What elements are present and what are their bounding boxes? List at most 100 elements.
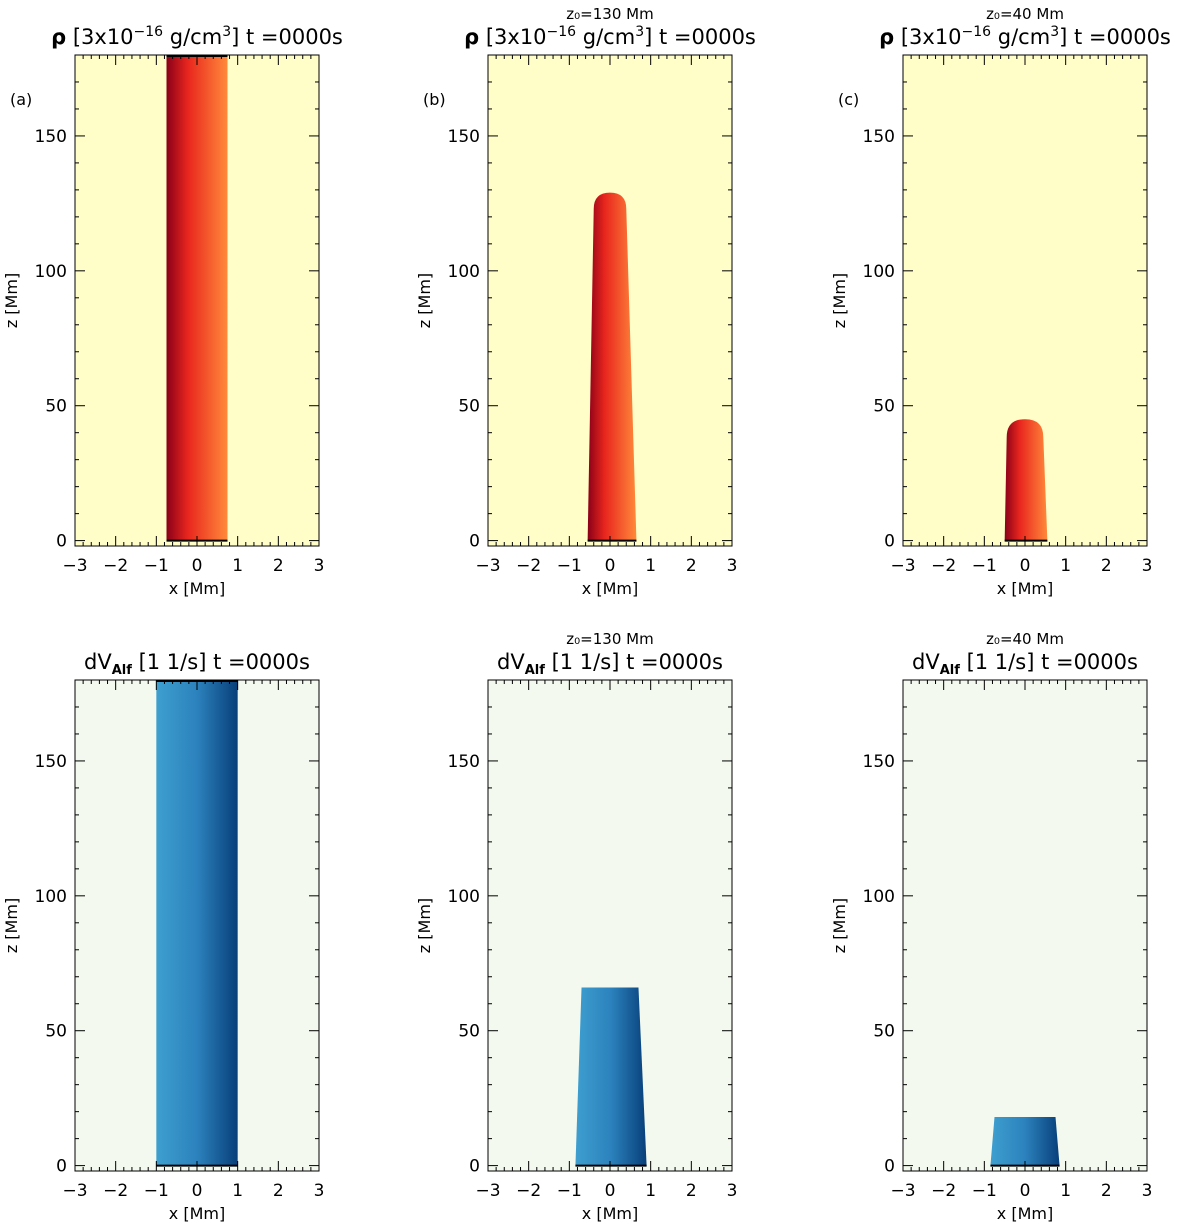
y-tick-label: 0 <box>469 532 480 552</box>
y-axis-label: z [Mm] <box>2 273 21 328</box>
x-tick-label: −2 <box>516 556 541 576</box>
y-tick-label: 150 <box>863 752 895 772</box>
x-tick-label: −3 <box>62 556 87 576</box>
y-axis-label: z [Mm] <box>415 898 434 953</box>
title-unit2: g/cm <box>576 25 635 49</box>
title-bracket: ] <box>644 25 652 49</box>
y-tick-label: 150 <box>35 127 67 147</box>
title-exponent: −16 <box>134 24 164 40</box>
y-tick-label: 50 <box>458 397 480 417</box>
density-column <box>1004 419 1048 541</box>
x-axis-label: x [Mm] <box>997 1204 1053 1223</box>
title-exponent: −16 <box>962 24 992 40</box>
alfven-column <box>990 1117 1060 1166</box>
x-axis-label: x [Mm] <box>997 579 1053 598</box>
x-tick-label: −1 <box>144 1181 169 1201</box>
x-tick-label: 1 <box>232 1181 243 1201</box>
x-tick-label: 2 <box>1101 556 1112 576</box>
title-unit: [1 1/s] <box>132 650 206 674</box>
title-subscript: Alf <box>112 663 133 678</box>
x-tick-label: 2 <box>686 556 697 576</box>
x-tick-label: −3 <box>62 1181 87 1201</box>
title-exponent: −16 <box>547 24 577 40</box>
plot-background <box>903 680 1147 1171</box>
panel-dvalf-3: −3 −2 −1 0 1 2 3 0 50 100 150 x [Mm] z [Mm] z₀=40 Mm d… <box>830 630 1152 1223</box>
panel-rho-1: −3 −2 −1 0 1 2 3 0 50 100 150 x [Mm] z [Mm] (a) ρ [3x1… <box>2 24 343 598</box>
title-unit: [3x10 <box>479 25 546 49</box>
x-tick-label: −2 <box>103 1181 128 1201</box>
x-tick-label: 0 <box>192 1181 203 1201</box>
x-tick-label: −1 <box>144 556 169 576</box>
x-tick-label: −3 <box>475 556 500 576</box>
panel-label: (b) <box>423 90 446 109</box>
x-axis-label: x [Mm] <box>582 579 638 598</box>
y-tick-label: 100 <box>35 262 67 282</box>
y-tick-label: 100 <box>448 262 480 282</box>
title-subscript: Alf <box>525 663 546 678</box>
title-unit2-exponent: 3 <box>222 24 231 40</box>
y-tick-label: 0 <box>56 532 67 552</box>
y-tick-label: 0 <box>56 1157 67 1177</box>
x-tick-label: −2 <box>931 1181 956 1201</box>
x-tick-label: 3 <box>727 1181 738 1201</box>
panel-dvalf-1: −3 −2 −1 0 1 2 3 0 50 100 150 x [Mm] z [Mm] dVAlf [1 … <box>2 650 324 1223</box>
panel-subtitle: z₀=40 Mm <box>986 5 1064 23</box>
x-tick-label: −1 <box>972 556 997 576</box>
x-tick-label: 2 <box>686 1181 697 1201</box>
title-unit: [3x10 <box>66 25 133 49</box>
panel-dvalf-2: −3 −2 −1 0 1 2 3 0 50 100 150 x [Mm] z [Mm] z₀=130 Mm… <box>415 630 737 1223</box>
x-tick-label: 3 <box>1142 556 1153 576</box>
title-unit: [3x10 <box>894 25 961 49</box>
density-column <box>587 192 637 541</box>
y-tick-label: 150 <box>448 752 480 772</box>
title-symbol: dV <box>84 650 112 674</box>
x-axis-label: x [Mm] <box>169 579 225 598</box>
x-tick-label: 1 <box>232 556 243 576</box>
y-tick-label: 50 <box>45 397 67 417</box>
y-tick-label: 50 <box>45 1022 67 1042</box>
x-tick-label: 3 <box>727 556 738 576</box>
title-symbol: ρ <box>51 25 66 49</box>
x-tick-label: −2 <box>931 556 956 576</box>
x-tick-label: 2 <box>273 556 284 576</box>
x-tick-label: 2 <box>1101 1181 1112 1201</box>
y-tick-label: 150 <box>448 127 480 147</box>
y-axis-label: z [Mm] <box>415 273 434 328</box>
title-symbol: ρ <box>879 25 894 49</box>
x-tick-label: 1 <box>645 1181 656 1201</box>
y-tick-label: 150 <box>863 127 895 147</box>
x-tick-label: 3 <box>314 556 325 576</box>
y-tick-label: 50 <box>873 1022 895 1042</box>
panel-title: ρ [3x10−16 g/cm3] t =0000s <box>51 24 343 49</box>
x-tick-label: 0 <box>605 556 616 576</box>
y-tick-label: 50 <box>873 397 895 417</box>
x-tick-label: −2 <box>103 556 128 576</box>
y-axis-label: z [Mm] <box>830 273 849 328</box>
panel-title: dVAlf [1 1/s] t =0000s <box>84 650 310 678</box>
x-tick-label: 0 <box>605 1181 616 1201</box>
x-tick-label: 1 <box>645 556 656 576</box>
y-tick-label: 100 <box>448 887 480 907</box>
x-tick-label: −1 <box>972 1181 997 1201</box>
title-time: t =0000s <box>1034 650 1138 674</box>
panel-title: dVAlf [1 1/s] t =0000s <box>497 650 723 678</box>
panel-title: dVAlf [1 1/s] t =0000s <box>912 650 1138 678</box>
y-tick-label: 100 <box>863 887 895 907</box>
alfven-column <box>156 680 238 1166</box>
x-tick-label: 3 <box>1142 1181 1153 1201</box>
y-tick-label: 0 <box>884 532 895 552</box>
x-tick-label: −2 <box>516 1181 541 1201</box>
x-tick-label: 2 <box>273 1181 284 1201</box>
x-axis-label: x [Mm] <box>169 1204 225 1223</box>
x-tick-label: −1 <box>557 556 582 576</box>
title-unit2-exponent: 3 <box>1050 24 1059 40</box>
x-tick-label: 0 <box>1020 556 1031 576</box>
y-tick-label: 100 <box>35 887 67 907</box>
title-bracket: ] <box>231 25 239 49</box>
x-tick-label: −3 <box>890 1181 915 1201</box>
title-unit: [1 1/s] <box>960 650 1034 674</box>
panel-rho-2: −3 −2 −1 0 1 2 3 0 50 100 150 x [Mm] z [Mm] (b) z₀=130… <box>415 5 756 598</box>
panel-label: (c) <box>838 90 859 109</box>
title-time: t =0000s <box>619 650 723 674</box>
